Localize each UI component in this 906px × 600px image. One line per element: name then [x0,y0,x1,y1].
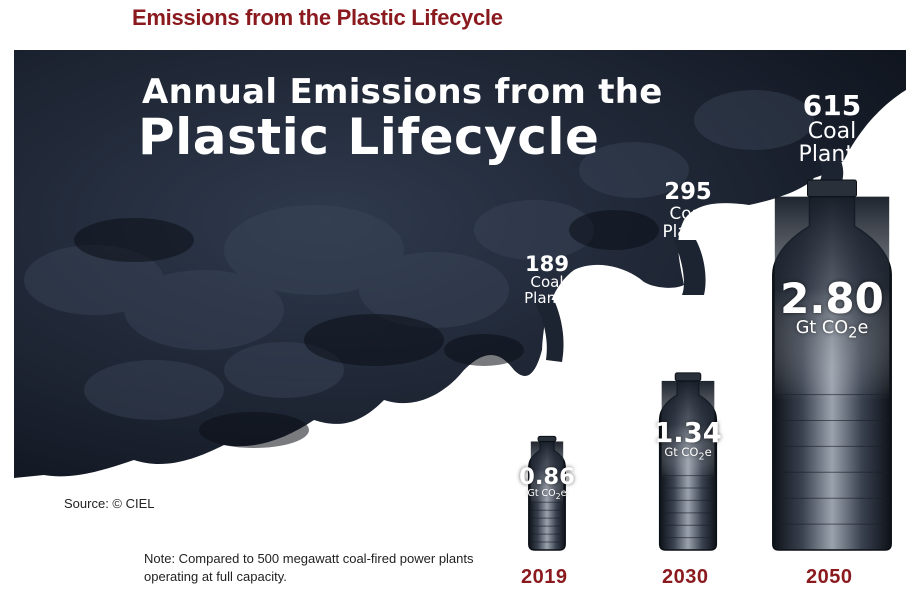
year-label-2019: 2019 [521,566,568,588]
coal-plants-word: Coal [669,202,707,223]
value-label-2050: 2.80 Gt CO2e [762,278,902,341]
source-note: Source: © CIEL [64,496,155,511]
page-heading: Emissions from the Plastic Lifecycle [132,5,503,30]
coal-plants-label-2019: 189 Coal Plants [487,251,607,307]
value-number: 2.80 [780,274,884,324]
year-label-2050: 2050 [806,566,853,588]
coal-plants-count: 189 [525,251,569,276]
value-number: 0.86 [519,464,575,491]
value-unit: Gt CO2e [527,488,567,501]
bottle-smoke-fill [774,196,890,401]
smoke-cloud [14,50,906,551]
value-label-2030: 1.34 Gt CO2e [618,417,758,463]
coal-plants-label-2050: 615 Coal Plants [772,91,892,167]
coal-plants-label-2030: 295 Coal Plants [628,179,748,241]
coal-plants-count: 295 [664,179,712,205]
value-number: 1.34 [654,417,722,449]
coal-plants-word: Plants [524,288,570,307]
year-label-2030: 2030 [662,566,709,588]
coal-plants-word: Coal [530,273,564,292]
bottle-smoke-fill [530,441,564,504]
coal-plants-word: Plants [662,220,714,241]
chart-title-line2: Plastic Lifecycle [138,108,600,166]
footnote: Note: Compared to 500 megawatt coal-fire… [144,551,474,584]
coal-plants-word: Plants [798,142,866,168]
infographic: Annual Emissions from the Plastic Lifecy… [14,50,906,600]
value-label-2019: 0.86 Gt CO2e [477,466,617,500]
value-unit: Gt CO2e [795,318,869,342]
bottle-series [528,179,892,551]
chart-title-line1: Annual Emissions from the [142,72,663,112]
coal-plants-count: 615 [802,89,862,122]
bottle-cap [674,372,702,382]
coal-plants-word: Coal [807,119,857,145]
bottle-cap [537,435,557,442]
value-unit: Gt CO2e [664,445,712,463]
bottle-smoke-fill [661,380,715,479]
bottle-cap [807,179,857,198]
